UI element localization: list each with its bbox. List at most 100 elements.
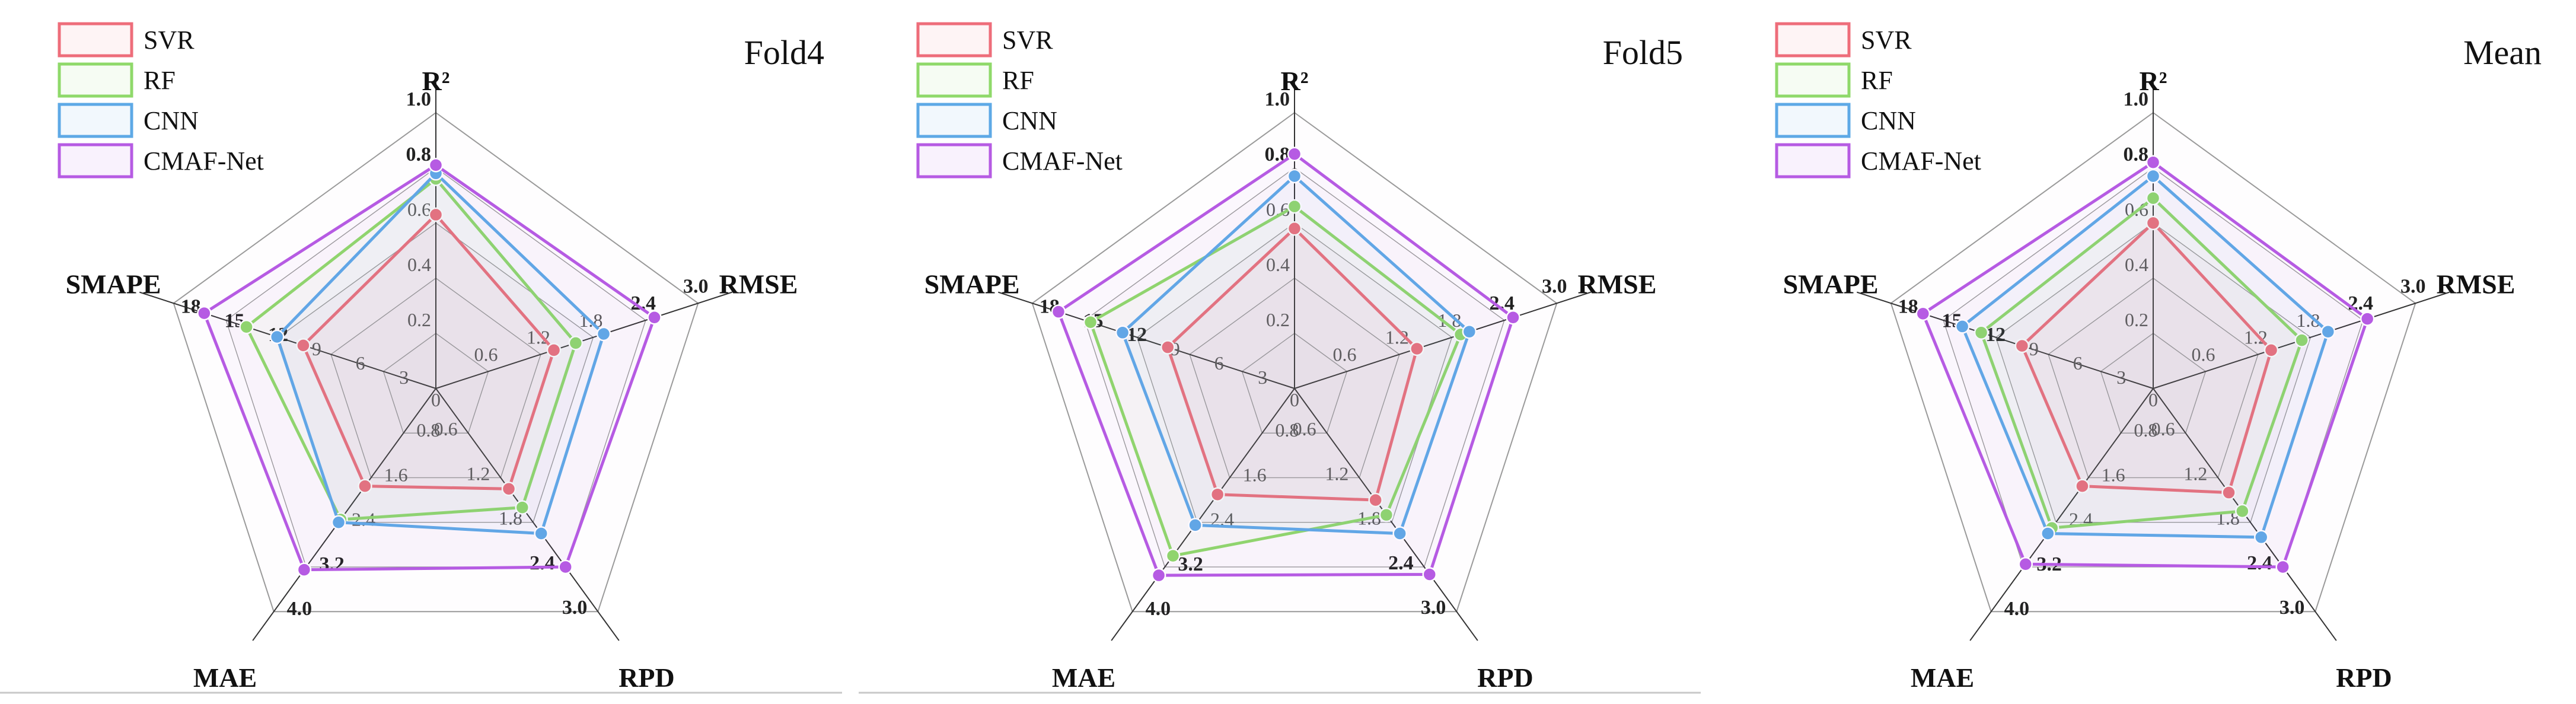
legend-swatch-rf — [916, 62, 992, 98]
tick-label-smape: 3 — [2116, 367, 2126, 388]
data-point-cnn-rmse — [596, 326, 611, 342]
series-line-svr — [301, 212, 556, 490]
axis-label-rmse: RMSE — [1577, 269, 1656, 299]
data-point-cmaf-net-rpd — [558, 559, 573, 575]
axis-label-mae: MAE — [193, 662, 257, 693]
data-point-cnn-rpd — [534, 526, 549, 541]
legend-swatch-svr — [916, 22, 992, 58]
legend-label-svr: SVR — [1861, 26, 1912, 55]
tick-label-rmse: 2.4 — [2348, 292, 2374, 314]
data-point-cmaf-net-rmse — [647, 310, 662, 325]
tick-label-rpd: 2.4 — [1388, 552, 1414, 574]
radar-grid-ring — [1136, 222, 1453, 523]
legend-label-svr: SVR — [144, 26, 195, 55]
radar-grid-ring — [1189, 278, 1400, 479]
radar-spoke — [1856, 291, 2154, 389]
data-point-svr-r2 — [1287, 221, 1302, 236]
tick-label-r2: 0.2 — [407, 309, 431, 330]
data-point-svr-rpd — [501, 482, 517, 496]
radar-spoke — [1294, 291, 1592, 389]
series-line-rf — [244, 177, 578, 521]
tick-label-r2: 0.4 — [1266, 254, 1290, 275]
radar-spoke — [1111, 388, 1295, 641]
radar-grid-ring — [1241, 333, 1348, 434]
data-point-svr-rmse — [2263, 343, 2279, 358]
tick-label-smape: 3 — [399, 367, 409, 388]
data-point-rf-smape — [239, 319, 254, 335]
tick-label-rpd: 2.4 — [2247, 552, 2272, 574]
data-point-rf-rpd — [515, 500, 530, 515]
data-point-cmaf-net-smape — [1051, 304, 1066, 319]
data-point-svr-r2 — [428, 207, 444, 222]
data-point-svr-r2 — [2145, 215, 2161, 231]
legend-label-rf: RF — [1861, 66, 1893, 95]
legend-label-cmaf-net: CMAF-Net — [144, 146, 264, 176]
tick-label-r2: 1.0 — [406, 88, 432, 110]
radar-grid-ring — [2100, 333, 2207, 434]
chart-title: Fold4 — [744, 33, 824, 72]
data-point-cnn-rpd — [2253, 530, 2269, 545]
legend-swatch-cmaf-net — [58, 143, 133, 179]
axis-label-rmse: RMSE — [2436, 269, 2515, 299]
tick-label-r2: 1.0 — [2124, 88, 2149, 110]
tick-label-rpd: 2.4 — [530, 552, 555, 574]
radar-grid-ring — [382, 333, 489, 434]
axis-label-r2: R² — [422, 66, 449, 96]
data-point-cnn-smape — [269, 329, 285, 345]
legend-label-cnn: CNN — [1861, 106, 1916, 135]
tick-label-mae: 4.0 — [287, 598, 313, 620]
radar-panel-fold4: 0 0.2 0.4 0.6 0.8 1.0 0.6 1.2 1.8 2.4 3.0 0.6 1.2 1.8… — [0, 0, 859, 704]
data-point-cmaf-net-r2 — [428, 158, 444, 173]
axis-label-mae: MAE — [1052, 662, 1115, 693]
tick-label-r2: 0 — [431, 389, 441, 410]
chart-title: Mean — [2463, 33, 2542, 72]
tick-label-r2: 1.0 — [1265, 88, 1290, 110]
legend-swatch-cnn — [58, 103, 133, 138]
legend-swatch-svr — [1775, 22, 1851, 58]
data-point-svr-mae — [1210, 487, 1225, 502]
series-line-cnn — [1121, 174, 1471, 536]
radar-panel-fold5: 0 0.2 0.4 0.6 0.8 1.0 0.6 1.2 1.8 2.4 3.0 0.6 1.2 1.8… — [859, 0, 1717, 704]
tick-label-r2: 0.6 — [407, 199, 431, 220]
data-point-cmaf-net-smape — [197, 305, 212, 321]
tick-label-rmse: 0.6 — [1332, 343, 1356, 365]
data-point-svr-rpd — [1368, 492, 1383, 508]
tick-label-rpd: 1.2 — [466, 463, 490, 484]
tick-label-smape: 18 — [1898, 295, 1918, 317]
radar-chart-svg: 00.20.40.60.81.00.61.21.82.43.00.61.21.8… — [1775, 22, 2542, 693]
data-point-svr-mae — [358, 479, 372, 493]
axis-label-r2: R² — [2139, 66, 2167, 96]
radar-grid-ring — [2048, 278, 2259, 479]
data-point-rf-smape — [1083, 314, 1098, 330]
data-point-svr-mae — [2075, 479, 2090, 493]
tick-label-mae: 0.8 — [2134, 419, 2157, 441]
series-line-cmaf-net — [202, 163, 656, 572]
series-line-cnn — [1960, 174, 2330, 539]
tick-label-rpd: 0.6 — [2151, 418, 2175, 439]
radar-grid-ring — [1084, 167, 1505, 568]
tick-label-rpd: 1.2 — [1325, 463, 1348, 484]
data-point-svr-smape — [1161, 340, 1175, 355]
legend-swatch-cmaf-net — [916, 143, 992, 179]
tick-label-mae: 4.0 — [2004, 598, 2030, 620]
data-point-svr-smape — [2014, 338, 2030, 353]
data-point-cnn-r2 — [1287, 168, 1302, 184]
legend-swatch-cnn — [916, 103, 992, 138]
series-line-svr — [2020, 221, 2273, 495]
axis-label-mae: MAE — [1911, 662, 1974, 693]
axis-label-rpd: RPD — [1477, 662, 1534, 693]
data-point-cnn-rmse — [1462, 324, 1477, 339]
tick-label-rpd: 0.6 — [1293, 418, 1316, 439]
tick-label-mae: 0.8 — [1275, 419, 1299, 441]
data-point-svr-smape — [296, 338, 311, 353]
tick-label-rmse: 0.6 — [474, 343, 498, 365]
series-line-cmaf-net — [1921, 160, 2370, 569]
legend-swatch-svr — [58, 22, 133, 58]
legend-label-cnn: CNN — [1002, 106, 1057, 135]
data-point-cmaf-net-mae — [1151, 568, 1166, 583]
data-point-cmaf-net-smape — [1915, 306, 1931, 321]
radar-spoke — [435, 388, 620, 641]
radar-grid-ring — [1031, 112, 1558, 613]
data-point-rf-mae — [1165, 548, 1181, 563]
data-point-cnn-rmse — [2320, 324, 2336, 339]
